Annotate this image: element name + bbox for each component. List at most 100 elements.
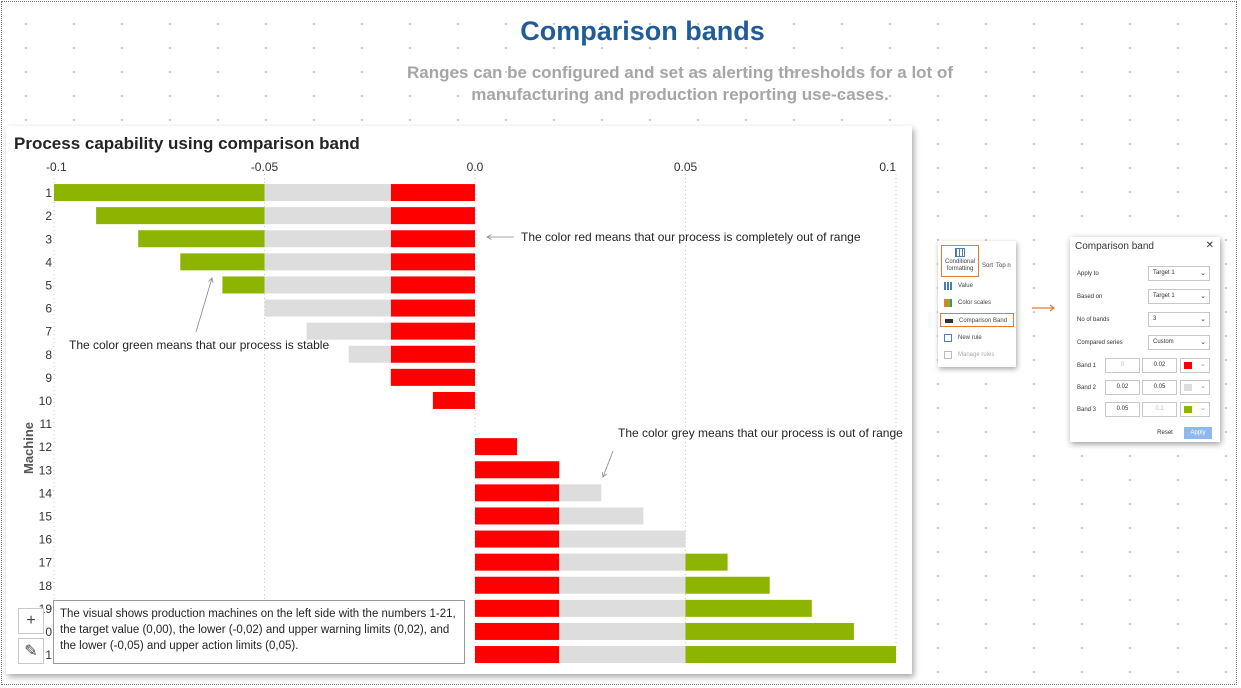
x-tick-label: 0.1 <box>879 160 896 174</box>
chart-svg: Process capability using comparison band… <box>14 134 903 664</box>
bar-segment[interactable] <box>264 253 391 271</box>
x-tick-label: 0.05 <box>674 160 698 174</box>
bar-chart-icon <box>944 282 952 290</box>
color-swatch <box>1184 362 1192 369</box>
bar-segment[interactable] <box>475 553 560 571</box>
edit-button[interactable]: ✎ <box>18 638 44 664</box>
bar-segment[interactable] <box>264 207 391 225</box>
bar-segment[interactable] <box>559 599 686 617</box>
no-of-bands-dropdown[interactable]: 3 ⌄ <box>1148 312 1210 327</box>
y-tick-label: 13 <box>39 463 53 477</box>
menu-item-manage-rules[interactable]: Manage rules <box>940 348 1014 362</box>
bar-segment[interactable] <box>559 553 686 571</box>
band-3-label: Band 3 <box>1077 407 1097 413</box>
top-n-button[interactable]: Top n <box>996 263 1011 269</box>
menu-item-comparison-band[interactable]: Comparison Band <box>940 313 1014 327</box>
menu-item-label: Value <box>958 283 973 289</box>
bar-segment[interactable] <box>390 207 475 225</box>
menu-item-new-rule[interactable]: New rule <box>940 331 1014 345</box>
bar-segment[interactable] <box>475 576 560 594</box>
y-tick-label: 10 <box>39 394 53 408</box>
chevron-down-icon: ⌄ <box>1200 361 1206 368</box>
menu-item-color-scales[interactable]: Color scales <box>940 296 1014 310</box>
x-tick-label: -0.1 <box>46 160 67 174</box>
bar-segment[interactable] <box>685 576 770 594</box>
y-tick-label: 8 <box>45 348 52 362</box>
bar-segment[interactable] <box>559 484 602 502</box>
bar-segment[interactable] <box>264 299 391 317</box>
bar-segment[interactable] <box>475 530 560 548</box>
bar-segment[interactable] <box>306 322 391 340</box>
band-1-to[interactable]: 0.02 <box>1142 358 1177 373</box>
close-icon[interactable]: ✕ <box>1205 240 1214 251</box>
bar-segment[interactable] <box>685 646 897 664</box>
bar-segment[interactable] <box>390 253 475 271</box>
band-2-color-picker[interactable]: ⌄ <box>1180 380 1210 395</box>
y-tick-label: 9 <box>45 371 52 385</box>
band-1-color-picker[interactable]: ⌄ <box>1180 358 1210 373</box>
band-1-from[interactable]: 0 <box>1105 358 1140 373</box>
y-tick-label: 17 <box>39 556 53 570</box>
bar-segment[interactable] <box>222 276 265 294</box>
bar-segment[interactable] <box>96 207 265 225</box>
right-arrow-icon <box>1032 304 1055 312</box>
annotation-text: The color red means that our process is … <box>521 230 861 244</box>
chart-title: Process capability using comparison band <box>14 134 360 153</box>
bar-segment[interactable] <box>390 299 475 317</box>
annotations: The color red means that our process is … <box>69 230 903 478</box>
bars <box>54 184 897 664</box>
bar-segment[interactable] <box>475 507 560 525</box>
based-on-dropdown[interactable]: Target 1 ⌄ <box>1148 289 1210 304</box>
bar-segment[interactable] <box>264 230 391 248</box>
y-tick-label: 0 <box>45 625 52 639</box>
bar-segment[interactable] <box>54 184 265 202</box>
conditional-formatting-button[interactable]: Conditional formatting <box>941 245 979 277</box>
sort-button[interactable]: Sort <box>982 263 994 269</box>
bar-segment[interactable] <box>390 184 475 202</box>
menu-item-value[interactable]: Value <box>940 279 1014 293</box>
bar-segment[interactable] <box>475 484 560 502</box>
bar-segment[interactable] <box>559 646 686 664</box>
bar-segment[interactable] <box>180 253 265 271</box>
compared-series-dropdown[interactable]: Custom ⌄ <box>1148 335 1210 350</box>
apply-button[interactable]: Apply <box>1184 427 1212 439</box>
reset-button[interactable]: Reset <box>1157 430 1173 436</box>
bar-segment[interactable] <box>559 576 686 594</box>
bar-segment[interactable] <box>390 322 475 340</box>
band-1-label: Band 1 <box>1077 363 1097 369</box>
bar-segment[interactable] <box>685 622 854 640</box>
bar-segment[interactable] <box>559 622 686 640</box>
bar-segment[interactable] <box>685 599 812 617</box>
chart-visual[interactable]: Process capability using comparison band… <box>6 126 912 674</box>
apply-to-dropdown[interactable]: Target 1 ⌄ <box>1148 266 1210 281</box>
bar-segment[interactable] <box>264 184 391 202</box>
bar-segment[interactable] <box>390 368 475 386</box>
bar-segment[interactable] <box>475 646 560 664</box>
add-button[interactable]: + <box>18 608 44 634</box>
menu-item-label: Manage rules <box>958 352 995 358</box>
bar-segment[interactable] <box>475 461 560 479</box>
compared-series-value: Custom <box>1153 339 1174 345</box>
bar-segment[interactable] <box>432 391 475 409</box>
bar-segment[interactable] <box>138 230 265 248</box>
bar-segment[interactable] <box>559 530 686 548</box>
bar-segment[interactable] <box>390 345 475 363</box>
bar-segment[interactable] <box>348 345 391 363</box>
y-tick-label: 5 <box>45 278 52 292</box>
color-swatch <box>1184 406 1192 413</box>
bar-segment[interactable] <box>685 553 728 571</box>
bar-segment[interactable] <box>390 276 475 294</box>
band-3-to[interactable]: 0.1 <box>1142 402 1177 417</box>
menu-item-label: Color scales <box>958 300 992 306</box>
based-on-label: Based on <box>1077 294 1103 300</box>
bar-segment[interactable] <box>390 230 475 248</box>
bar-segment[interactable] <box>475 438 518 456</box>
band-3-color-picker[interactable]: ⌄ <box>1180 402 1210 417</box>
bar-segment[interactable] <box>559 507 644 525</box>
band-2-to[interactable]: 0.05 <box>1142 380 1177 395</box>
band-2-from[interactable]: 0.02 <box>1105 380 1140 395</box>
bar-segment[interactable] <box>475 622 560 640</box>
bar-segment[interactable] <box>264 276 391 294</box>
band-3-from[interactable]: 0.05 <box>1105 402 1140 417</box>
bar-segment[interactable] <box>475 599 560 617</box>
